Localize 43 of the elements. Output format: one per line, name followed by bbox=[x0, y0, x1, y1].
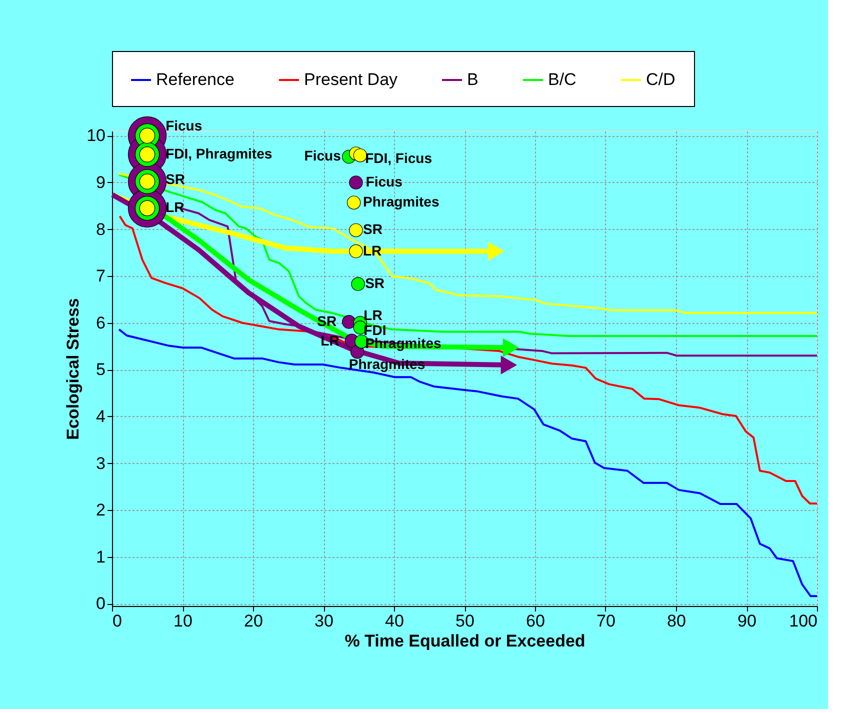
annotation: FDI bbox=[364, 322, 386, 338]
annotation: SR bbox=[365, 275, 385, 292]
x-tick-label: 90 bbox=[738, 612, 756, 630]
y-tick-label: 3 bbox=[96, 454, 106, 473]
y-tick-label: 8 bbox=[96, 220, 106, 239]
annotation: Phragmites bbox=[348, 356, 426, 372]
x-tick-label: 70 bbox=[596, 612, 616, 630]
legend-label: Reference bbox=[156, 70, 234, 89]
y-tick-label: 0 bbox=[96, 594, 106, 614]
annotation: Phragmites bbox=[362, 194, 440, 210]
x-tick-label: 30 bbox=[314, 612, 334, 630]
x-tick-label: 60 bbox=[526, 612, 545, 630]
x-tick-label: 20 bbox=[244, 612, 263, 630]
annotation: Ficus bbox=[166, 117, 202, 134]
y-tick-label: 6 bbox=[96, 313, 106, 332]
annotation: FDI, Phragmites bbox=[166, 145, 272, 162]
x-tick-label: 100 bbox=[789, 612, 818, 630]
y-tick-label: 2 bbox=[96, 500, 106, 520]
x-tick-label: 40 bbox=[385, 612, 404, 630]
line-series bbox=[118, 215, 818, 505]
y-tick-label: 5 bbox=[96, 360, 106, 380]
x-tick-label: 50 bbox=[456, 612, 474, 630]
legend-label: Present Day bbox=[304, 70, 398, 89]
x-tick-label: 10 bbox=[174, 612, 192, 630]
annotation: SR bbox=[166, 171, 186, 188]
annotation: Ficus bbox=[304, 148, 342, 164]
y-tick-label: 7 bbox=[96, 266, 106, 286]
annotation: SR bbox=[362, 221, 382, 238]
legend-label: C/D bbox=[646, 70, 676, 89]
annotation: LR bbox=[364, 306, 382, 323]
legend-label: B/C bbox=[548, 70, 576, 89]
x-tick-label: 0 bbox=[112, 612, 122, 630]
x-tick-label: 80 bbox=[667, 612, 686, 630]
x-axis-title: % Time Equalled or Exceeded bbox=[344, 632, 586, 650]
legend-label: B bbox=[467, 70, 478, 89]
annotation: Ficus bbox=[366, 173, 403, 190]
annotation: FDI, Ficus bbox=[365, 150, 432, 166]
y-tick-label: 4 bbox=[96, 406, 106, 426]
y-tick-label: 10 bbox=[86, 126, 106, 146]
y-tick-label: 9 bbox=[96, 172, 106, 192]
annotation: LR bbox=[166, 199, 184, 216]
y-tick-label: 1 bbox=[96, 547, 106, 566]
y-axis-title: Ecological Stress bbox=[64, 298, 83, 440]
